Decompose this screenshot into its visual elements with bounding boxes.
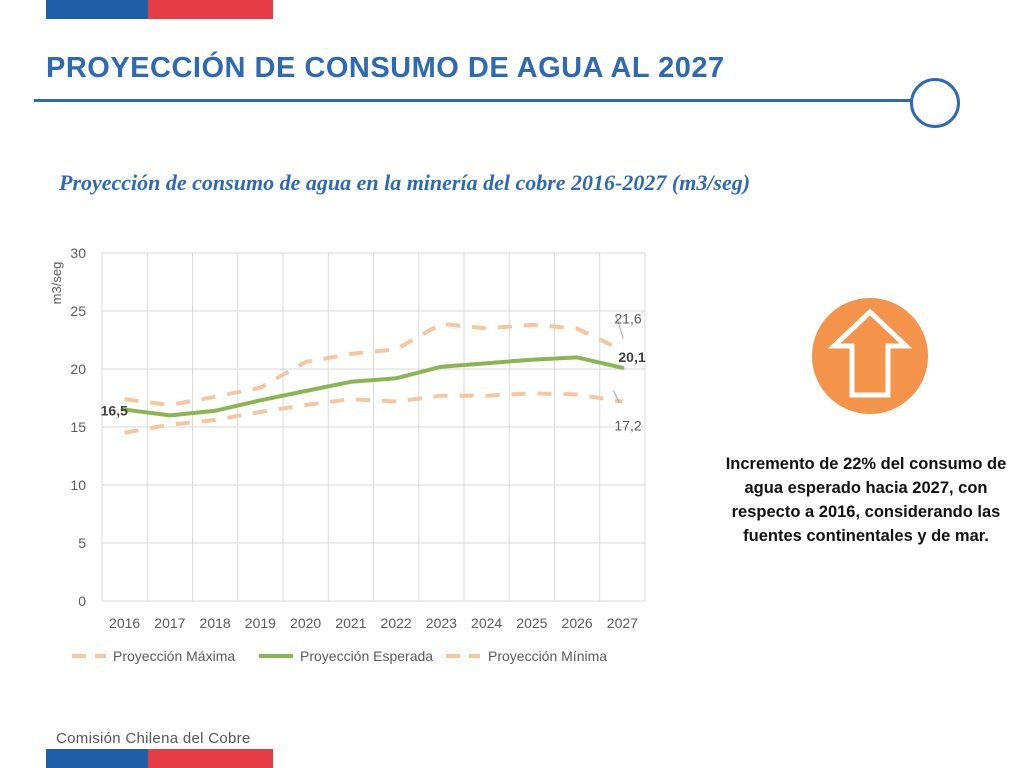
chart-title: Proyección de consumo de agua en la mine… [59, 170, 751, 195]
increase-note: Incremento de 22% del consumo de agua es… [725, 455, 1007, 545]
title-underline [34, 99, 916, 102]
flag-blue-segment [46, 749, 148, 768]
y-tick-label: 20 [70, 361, 86, 377]
data-label: 17,2 [614, 417, 641, 433]
x-tick-label: 2022 [381, 615, 412, 631]
y-tick-label: 30 [70, 245, 86, 261]
y-axis-label: m3/seg [49, 262, 64, 305]
x-tick-label: 2019 [245, 615, 276, 631]
y-tick-label: 10 [70, 477, 86, 493]
y-tick-label: 0 [78, 593, 86, 609]
footer-organization: Comisión Chilena del Cobre [56, 730, 251, 747]
x-tick-label: 2026 [562, 615, 593, 631]
y-tick-label: 5 [78, 535, 86, 551]
series-line [124, 391, 623, 435]
x-tick-label: 2017 [154, 615, 185, 631]
flag-blue-segment [46, 0, 148, 19]
series-line [124, 321, 624, 407]
x-tick-label: 2025 [516, 615, 547, 631]
legend-label: Proyección Máxima [113, 648, 235, 664]
x-tick-label: 2023 [426, 615, 457, 631]
series-line [122, 355, 625, 418]
top-flag-stripe [46, 0, 273, 19]
page-title: PROYECCIÓN DE CONSUMO DE AGUA AL 2027 [46, 52, 725, 84]
data-label-leader [615, 316, 624, 339]
data-label: 16,5 [101, 403, 128, 419]
legend-label: Proyección Esperada [300, 648, 433, 664]
data-label-leader [612, 390, 620, 403]
x-tick-label: 2021 [335, 615, 366, 631]
flag-red-segment [148, 749, 273, 768]
x-tick-label: 2020 [290, 615, 321, 631]
x-tick-label: 2027 [607, 615, 638, 631]
bottom-flag-stripe [46, 749, 273, 768]
legend-label: Proyección Mínima [488, 648, 607, 664]
data-label: 21,6 [614, 310, 641, 326]
y-tick-label: 15 [70, 419, 86, 435]
data-label: 20,1 [618, 349, 645, 365]
x-tick-label: 2016 [109, 615, 140, 631]
flag-red-segment [148, 0, 273, 19]
x-tick-label: 2018 [200, 615, 231, 631]
y-tick-label: 25 [70, 303, 86, 319]
x-tick-label: 2024 [471, 615, 502, 631]
title-rule-circle [910, 78, 960, 128]
up-arrow-icon [812, 298, 928, 414]
